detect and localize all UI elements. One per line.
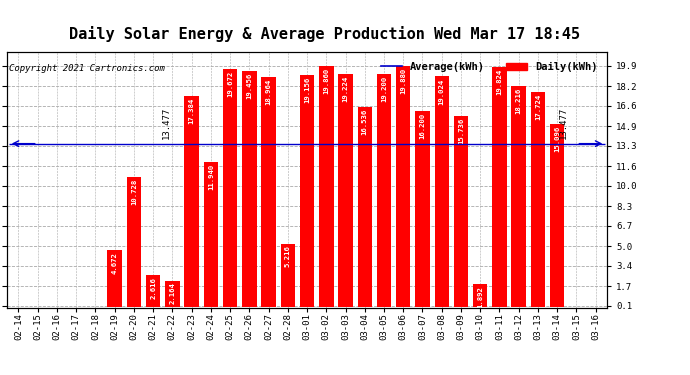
Bar <box>319 66 333 307</box>
Text: 2.616: 2.616 <box>150 277 156 299</box>
Bar <box>262 77 276 307</box>
Text: 2.164: 2.164 <box>169 282 175 304</box>
Bar <box>281 244 295 307</box>
Text: 10.728: 10.728 <box>131 179 137 205</box>
Text: 5.216: 5.216 <box>285 246 290 267</box>
Text: 19.456: 19.456 <box>246 73 253 99</box>
Text: 16.536: 16.536 <box>362 108 368 135</box>
Text: Copyright 2021 Cartronics.com: Copyright 2021 Cartronics.com <box>9 64 165 73</box>
Bar <box>454 116 469 307</box>
Text: 15.096: 15.096 <box>554 126 560 152</box>
Bar <box>184 96 199 307</box>
Text: 19.156: 19.156 <box>304 76 310 103</box>
Text: 19.672: 19.672 <box>227 70 233 97</box>
Text: 16.200: 16.200 <box>420 112 426 139</box>
Bar <box>473 284 487 307</box>
Bar <box>108 250 122 307</box>
Bar <box>165 280 179 307</box>
Text: 19.224: 19.224 <box>342 76 348 102</box>
Text: 19.200: 19.200 <box>381 76 387 102</box>
Bar <box>300 75 314 307</box>
Bar <box>357 106 372 307</box>
Text: 11.940: 11.940 <box>208 164 214 190</box>
Bar <box>223 69 237 307</box>
Text: 1.892: 1.892 <box>477 286 483 308</box>
Text: 17.384: 17.384 <box>188 98 195 124</box>
Text: Daily Solar Energy & Average Production Wed Mar 17 18:45: Daily Solar Energy & Average Production … <box>69 26 580 42</box>
Text: 18.964: 18.964 <box>266 79 272 105</box>
Bar <box>550 124 564 307</box>
Bar <box>492 67 506 307</box>
Text: 19.880: 19.880 <box>400 68 406 94</box>
Bar <box>204 162 218 307</box>
Bar <box>435 76 449 307</box>
Text: 13.477: 13.477 <box>161 106 170 139</box>
Legend: Average(kWh), Daily(kWh): Average(kWh), Daily(kWh) <box>377 58 602 76</box>
Bar <box>511 86 526 307</box>
Text: 19.860: 19.860 <box>324 68 329 94</box>
Bar <box>415 111 430 307</box>
Text: 19.024: 19.024 <box>439 78 445 105</box>
Text: 18.216: 18.216 <box>515 88 522 114</box>
Bar <box>146 275 160 307</box>
Text: 15.736: 15.736 <box>458 118 464 144</box>
Bar <box>127 177 141 307</box>
Text: 19.824: 19.824 <box>496 69 502 95</box>
Text: 4.672: 4.672 <box>112 252 118 274</box>
Bar <box>242 71 257 307</box>
Text: 17.724: 17.724 <box>535 94 541 120</box>
Bar <box>377 74 391 307</box>
Bar <box>531 92 545 307</box>
Text: 13.477: 13.477 <box>558 106 567 139</box>
Bar <box>396 66 411 307</box>
Bar <box>338 74 353 307</box>
